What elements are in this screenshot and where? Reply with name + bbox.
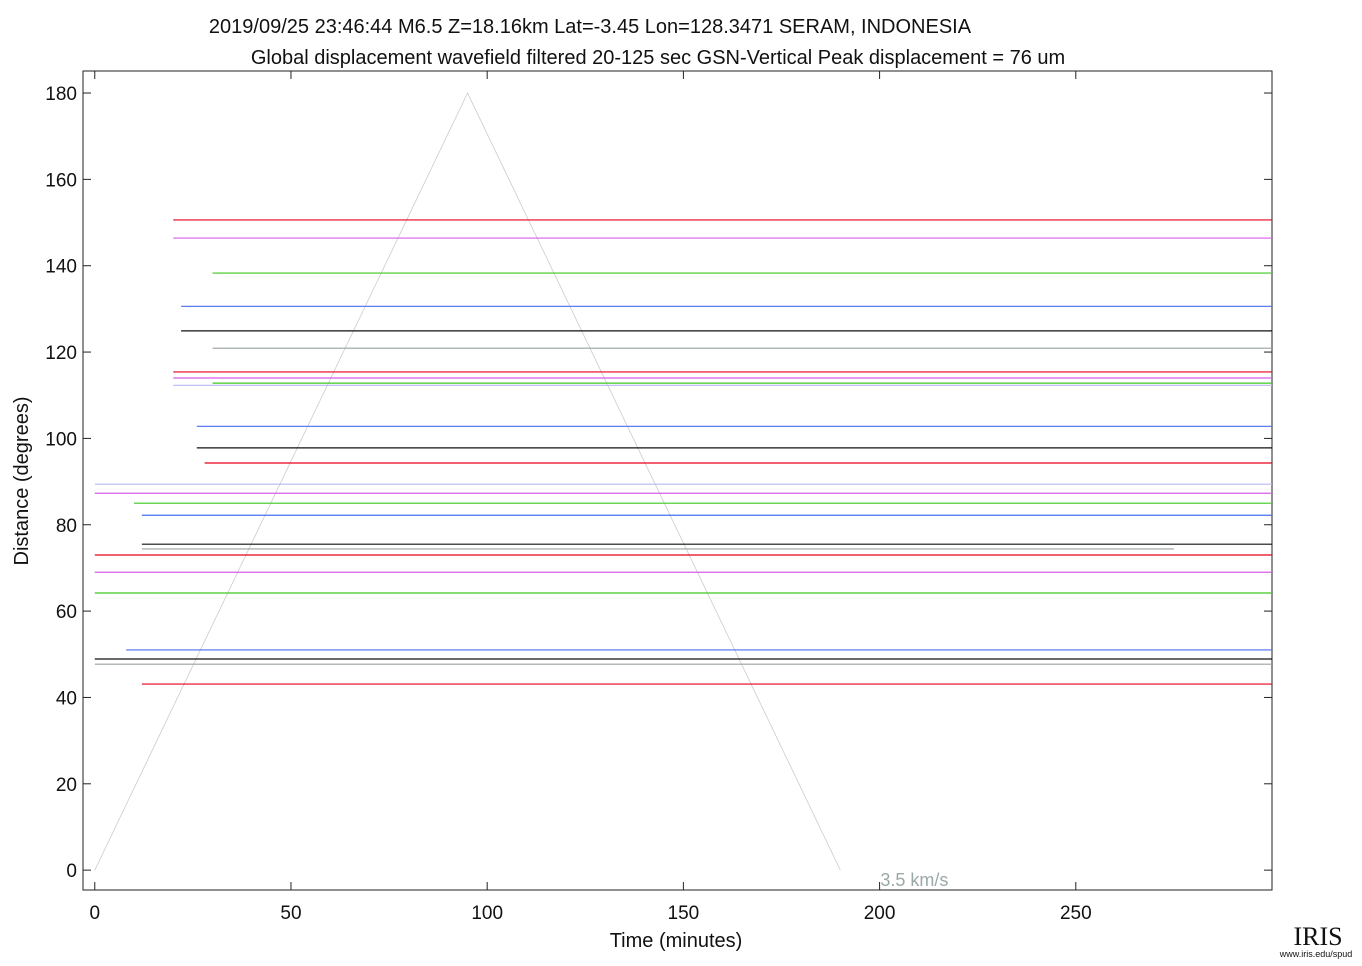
plot-frame — [82, 70, 1273, 891]
x-tick-label: 150 — [668, 903, 700, 924]
chart-title: 2019/09/25 23:46:44 M6.5 Z=18.16km Lat=-… — [209, 16, 972, 38]
x-tick-label: 100 — [471, 903, 503, 924]
y-axis-label: Distance (degrees) — [11, 397, 33, 566]
logo: IRIS — [1293, 922, 1342, 951]
y-tick-label: 60 — [56, 602, 77, 623]
y-tick-label: 20 — [56, 775, 77, 796]
velocity-line — [94, 92, 841, 871]
x-tick-label: 50 — [280, 903, 301, 924]
chart-subtitle: Global displacement wavefield filtered 2… — [251, 47, 1065, 69]
y-tick-label: 180 — [45, 84, 77, 105]
x-tick-label: 250 — [1060, 903, 1092, 924]
x-tick-label: 200 — [864, 903, 896, 924]
x-axis-label: Time (minutes) — [610, 930, 743, 952]
y-tick-label: 140 — [45, 257, 77, 278]
velocity-label: 3.5 km/s — [880, 870, 948, 890]
logo-url: www.iris.edu/spud — [1279, 949, 1353, 959]
y-tick-label: 160 — [45, 170, 77, 191]
y-tick-label: 120 — [45, 343, 77, 364]
y-tick-label: 100 — [45, 429, 77, 450]
x-tick-label: 0 — [89, 903, 100, 924]
y-tick-label: 40 — [56, 688, 77, 709]
y-tick-label: 80 — [56, 516, 77, 537]
y-tick-label: 0 — [66, 861, 77, 882]
